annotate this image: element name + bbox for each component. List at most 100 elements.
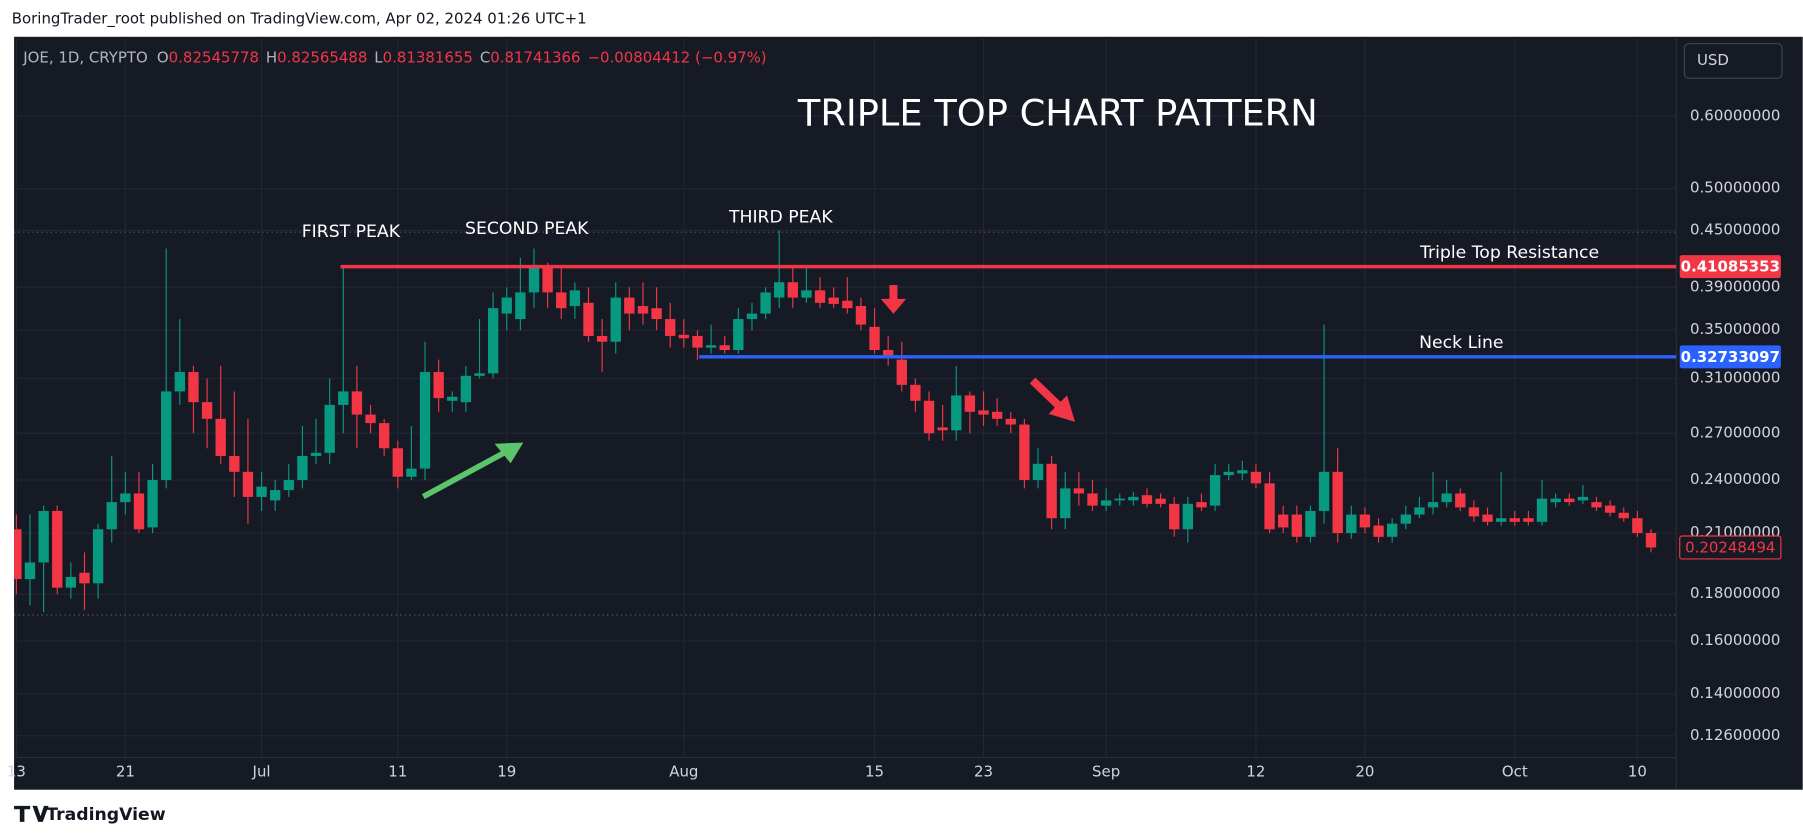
candle-body: [256, 486, 267, 497]
arrow: [1029, 377, 1063, 410]
candle-body: [1305, 510, 1316, 537]
candle-body: [174, 372, 186, 392]
candle-body: [1318, 471, 1330, 511]
currency-button[interactable]: [1683, 43, 1783, 79]
candle-body: [433, 372, 444, 399]
candle-body: [215, 418, 226, 456]
candle-body: [855, 306, 867, 325]
candle-body: [1495, 518, 1507, 522]
candle-body: [229, 455, 240, 472]
candle-body: [1209, 475, 1221, 506]
candle-body: [1577, 496, 1589, 501]
candle-body: [828, 297, 839, 304]
o-label: O: [157, 49, 169, 67]
candle-body: [1155, 498, 1166, 504]
candle-body: [1509, 518, 1520, 522]
candle-body: [678, 334, 690, 339]
candle-body: [705, 345, 717, 348]
y-tick-label: 0.16000000: [1690, 631, 1780, 649]
candle-body: [1005, 418, 1016, 425]
arrow-head: [494, 442, 524, 464]
candle-body: [1618, 512, 1629, 519]
candle-body: [79, 572, 90, 584]
candle-body: [1400, 514, 1411, 524]
published-note: BoringTrader_root published on TradingVi…: [12, 10, 587, 28]
candle-body: [1073, 488, 1085, 494]
brand: TradingView: [46, 805, 165, 825]
x-tick-label: 10: [1628, 762, 1647, 780]
candle-body: [814, 290, 826, 303]
y-tick-label: 0.35000000: [1690, 320, 1780, 338]
candle-body: [951, 395, 962, 431]
symbol: JOE, 1D, CRYPTO: [22, 49, 147, 67]
candle-body: [106, 502, 117, 530]
candle-body: [651, 308, 662, 320]
candle-body: [964, 395, 976, 412]
candle-body: [1550, 498, 1561, 503]
candle-body: [1591, 502, 1602, 508]
candle-body: [787, 282, 798, 298]
candle-body: [610, 297, 621, 342]
candle-body: [1128, 496, 1139, 501]
candle-body: [1291, 514, 1302, 537]
candle-body: [324, 404, 335, 453]
candle-body: [542, 267, 553, 293]
candle-body: [1264, 483, 1275, 530]
candle-body: [1604, 505, 1616, 513]
y-tick-label: 0.18000000: [1690, 584, 1780, 602]
level-tag: [1679, 255, 1781, 279]
c-label: C: [480, 49, 490, 67]
arrow-head: [880, 298, 907, 314]
candle-body: [1414, 507, 1425, 515]
y-tick-label: 0.24000000: [1690, 470, 1780, 488]
candle-body: [978, 410, 989, 415]
x-tick-label: 15: [865, 762, 884, 780]
candle-body: [365, 414, 376, 424]
candle-body: [760, 292, 771, 314]
candle-body: [1523, 518, 1534, 522]
candle-body: [1468, 507, 1480, 517]
candle-body: [801, 290, 812, 298]
candle-body: [92, 529, 104, 584]
candle-body: [65, 576, 77, 588]
candle-body: [1373, 525, 1384, 537]
low: 0.81381655: [383, 49, 473, 67]
chart-pane: [14, 36, 1803, 790]
annotation: SECOND PEAK: [465, 219, 589, 239]
candle-body: [515, 292, 526, 320]
x-tick-label: 23: [974, 762, 993, 780]
candle-body: [637, 306, 649, 314]
candle-body: [556, 292, 567, 309]
candle-body: [1278, 514, 1289, 528]
candle-body: [147, 480, 158, 528]
x-tick-label: Sep: [1092, 762, 1120, 780]
candle-body: [1455, 493, 1466, 508]
candle-body: [392, 448, 403, 477]
candle-body: [201, 402, 213, 419]
candle-body: [842, 300, 853, 309]
candle-body: [583, 302, 594, 336]
candle-body: [1169, 503, 1180, 530]
candle-body: [501, 297, 512, 314]
candle-body: [882, 350, 894, 358]
x-tick-label: Aug: [669, 762, 698, 780]
y-tick-label: 0.45000000: [1690, 220, 1780, 238]
candle-body: [1564, 498, 1575, 503]
x-tick-label: Jul: [252, 762, 271, 780]
y-tick-label: 0.60000000: [1690, 106, 1780, 124]
arrow: [421, 449, 508, 500]
candle-body: [120, 493, 131, 503]
candle-body: [1359, 514, 1371, 528]
candle-body: [1223, 471, 1234, 476]
candle-body: [1482, 514, 1493, 522]
candle-body: [1032, 463, 1044, 481]
candle-body: [1645, 533, 1657, 548]
high: 0.82565488: [277, 49, 367, 67]
candle-body: [1182, 503, 1194, 530]
arrow-head: [1048, 395, 1076, 422]
candle-body: [774, 282, 785, 298]
candle-body: [1332, 471, 1343, 534]
candle-body: [665, 319, 676, 336]
level-name: Triple Top Resistance: [1419, 243, 1599, 263]
x-tick-label: 11: [388, 762, 407, 780]
